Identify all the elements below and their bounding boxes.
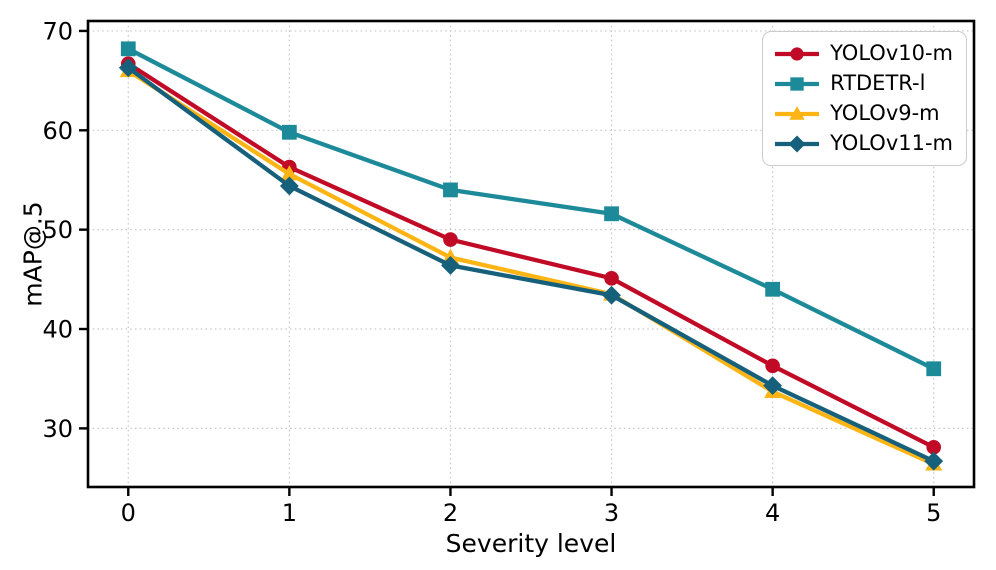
series-line-YOLOv9-m: [126, 68, 936, 467]
legend-swatch: [775, 46, 820, 61]
square-marker-icon: [790, 76, 804, 91]
diamond-marker-icon: [763, 376, 783, 396]
square-marker-icon: [765, 281, 781, 297]
x-tick-label: 2: [443, 499, 458, 527]
x-tick-label: 4: [765, 499, 780, 527]
legend: YOLOv10-m RTDETR-l YOLOv9-m YOLOv11-m: [762, 31, 967, 166]
diamond-marker-icon: [118, 58, 138, 78]
diamond-marker-icon: [602, 285, 621, 305]
legend-item-YOLOv11-m: YOLOv11-m: [774, 130, 953, 157]
square-marker-icon: [604, 206, 619, 222]
y-tick-label: 30: [42, 415, 73, 443]
diamond-marker-icon: [924, 451, 944, 471]
series-line-RTDETR-l: [126, 46, 936, 371]
series-line-YOLOv11-m: [126, 65, 936, 464]
axis-ticks: [79, 29, 935, 496]
legend-swatch: [775, 135, 820, 152]
square-marker-icon: [443, 182, 458, 198]
diamond-marker-icon: [279, 176, 299, 196]
legend-label: YOLOv11-m: [830, 131, 953, 155]
x-axis-label: Severity level: [445, 529, 617, 558]
circle-marker-icon: [926, 439, 942, 455]
y-tick-label: 40: [42, 316, 73, 344]
y-axis-label: mAP@.5: [18, 201, 48, 307]
circle-marker-icon: [790, 46, 804, 61]
series-RTDETR-l: [120, 41, 942, 377]
triangle-marker-icon: [789, 105, 805, 120]
legend-label: YOLOv9-m: [830, 101, 940, 125]
square-marker-icon: [281, 124, 297, 140]
legend-swatch: [775, 76, 820, 91]
circle-marker-icon: [765, 358, 780, 374]
x-tick-label: 1: [282, 499, 297, 527]
x-tick-label: 5: [926, 499, 941, 527]
series-line-YOLOv10-m: [126, 61, 936, 450]
legend-item-YOLOv9-m: YOLOv9-m: [774, 100, 953, 127]
diamond-marker-icon: [788, 135, 806, 152]
legend-item-RTDETR-l: RTDETR-l: [774, 70, 953, 97]
legend-swatch: [775, 105, 820, 120]
plot-spines: [86, 19, 976, 489]
circle-marker-icon: [604, 271, 619, 286]
x-tick-label: 3: [604, 499, 619, 527]
y-tick-label: 60: [42, 117, 73, 145]
y-tick-label: 70: [42, 17, 73, 45]
legend-label: RTDETR-l: [830, 71, 926, 95]
square-marker-icon: [120, 41, 136, 57]
series-YOLOv10-m: [120, 56, 942, 455]
x-tick-label: 0: [121, 499, 136, 527]
diamond-marker-icon: [441, 256, 460, 275]
triangle-marker-icon: [280, 165, 298, 181]
legend-label: YOLOv10-m: [830, 41, 953, 65]
y-tick-label: 50: [42, 216, 73, 244]
circle-marker-icon: [443, 232, 458, 247]
series-YOLOv11-m: [118, 58, 944, 471]
legend-item-YOLOv10-m: YOLOv10-m: [774, 40, 953, 67]
square-marker-icon: [926, 361, 942, 377]
